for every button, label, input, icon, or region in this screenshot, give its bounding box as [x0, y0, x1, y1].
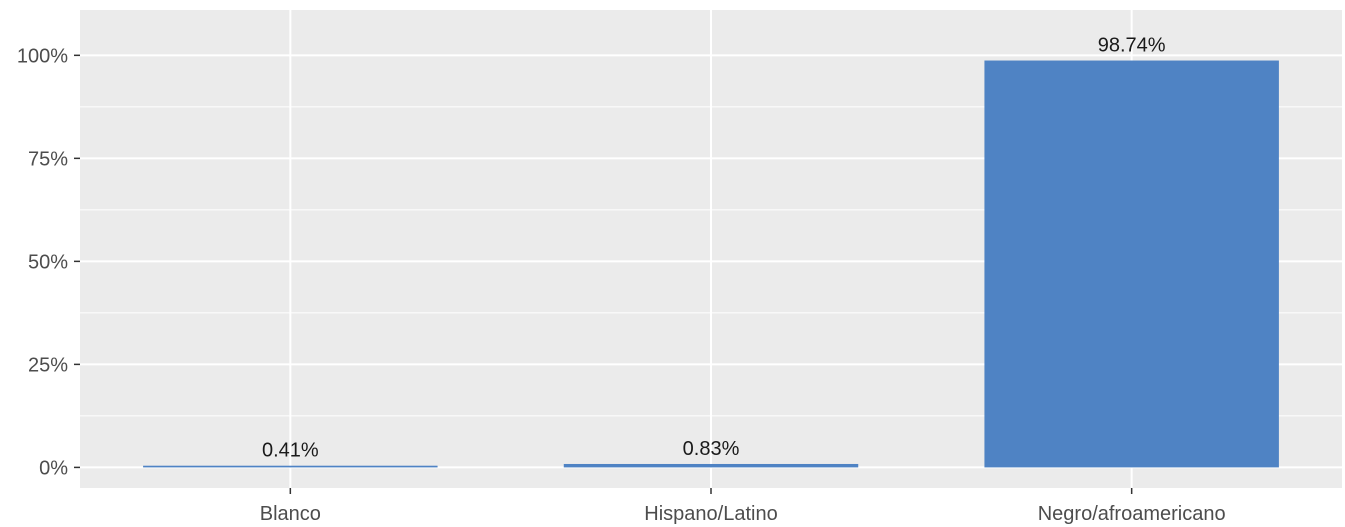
bar-negro-afroamericano	[984, 60, 1279, 468]
y-tick-label: 75%	[28, 148, 68, 170]
bar-value-label: 0.83%	[683, 438, 740, 460]
bar-blanco	[143, 465, 438, 468]
x-tick-label: Hispano/Latino	[644, 503, 777, 525]
y-tick-label: 0%	[39, 457, 68, 479]
bar-value-label: 98.74%	[1098, 35, 1166, 57]
bars	[143, 60, 1279, 468]
y-tick-label: 100%	[17, 45, 68, 67]
x-axis: Blanco Hispano/Latino Negro/afroamericano	[260, 488, 1226, 525]
x-tick-label: Blanco	[260, 503, 321, 525]
y-tick-label: 25%	[28, 354, 68, 376]
data-labels: 0.41% 0.83% 98.74%	[262, 35, 1166, 462]
y-axis: 0% 25% 50% 75% 100%	[17, 45, 80, 479]
bar-value-label: 0.41%	[262, 440, 319, 462]
x-tick-label: Negro/afroamericano	[1038, 503, 1226, 525]
bar-hispano-latino	[563, 463, 859, 468]
y-tick-label: 50%	[28, 251, 68, 273]
